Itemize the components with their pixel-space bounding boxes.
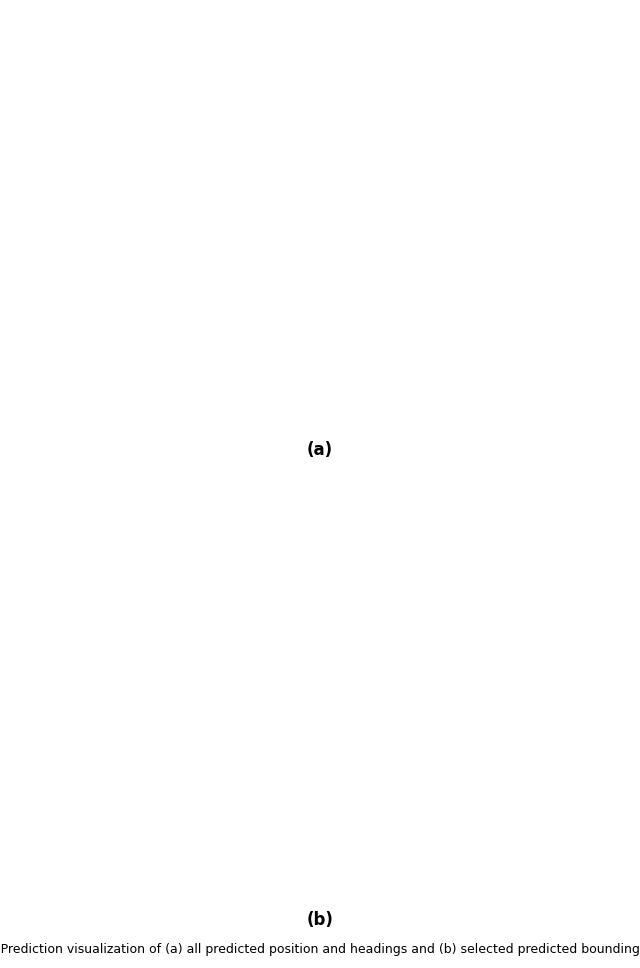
Text: (b): (b)	[307, 911, 333, 929]
Text: Fig. 4  Prediction visualization of (a) all predicted position and headings and : Fig. 4 Prediction visualization of (a) a…	[0, 943, 640, 956]
Text: (a): (a)	[307, 441, 333, 459]
